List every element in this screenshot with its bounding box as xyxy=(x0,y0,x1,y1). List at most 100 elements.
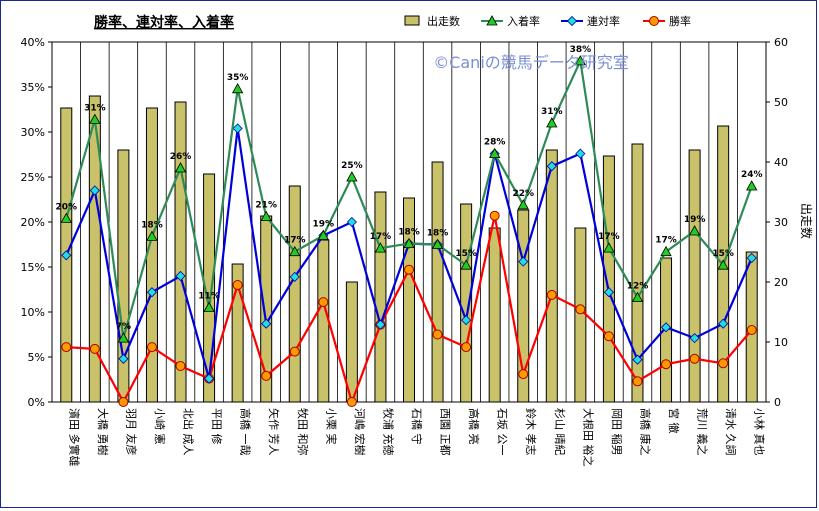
point xyxy=(146,287,158,298)
legend-label: 出走数 xyxy=(427,14,460,28)
point xyxy=(261,318,272,329)
category-label: 杉山 晴紀 xyxy=(553,408,567,456)
category-label: 小崎 憲 xyxy=(153,408,167,445)
point xyxy=(346,171,358,182)
point xyxy=(746,252,757,264)
category-label: 小栗 実 xyxy=(324,408,338,445)
point xyxy=(374,242,387,253)
data-label: 28% xyxy=(484,138,506,148)
bar xyxy=(631,143,644,403)
point xyxy=(232,280,243,290)
category-label: 河嶋 宏樹 xyxy=(353,408,367,456)
point xyxy=(517,199,529,210)
data-label: 26% xyxy=(170,152,192,162)
point xyxy=(89,343,100,354)
bar xyxy=(602,155,615,403)
left-axis-tick-label: 15% xyxy=(21,261,45,274)
point xyxy=(546,161,557,172)
point xyxy=(603,242,615,253)
data-label: 31% xyxy=(541,107,563,117)
point xyxy=(461,315,472,326)
bar xyxy=(117,149,130,403)
category-label: 牧田 和弥 xyxy=(296,408,310,456)
point xyxy=(203,301,215,312)
point xyxy=(146,342,157,353)
category-label: 宮 徹 xyxy=(667,408,681,434)
category-label: 岡田 稲男 xyxy=(610,408,623,456)
bar xyxy=(174,101,187,403)
data-label: 17% xyxy=(655,236,677,246)
point xyxy=(546,289,557,300)
right-axis-tick-label: 40 xyxy=(774,156,788,169)
left-axis-tick-label: 30% xyxy=(21,126,45,139)
point xyxy=(117,332,130,343)
point xyxy=(575,148,586,159)
category-label: 石橋 守 xyxy=(410,408,424,445)
data-label: 15% xyxy=(712,249,734,259)
data-label: 20% xyxy=(56,202,78,212)
point xyxy=(632,354,643,365)
bar xyxy=(374,191,387,403)
point xyxy=(660,322,672,333)
right-axis-tick-label: 30 xyxy=(774,216,788,229)
point xyxy=(61,342,72,353)
left-axis-tick-label: 5% xyxy=(28,351,45,364)
series-入着率 xyxy=(60,55,758,343)
data-label: 31% xyxy=(84,103,106,113)
left-axis-tick-label: 25% xyxy=(21,171,45,184)
category-label: 矢作 芳人 xyxy=(267,408,281,456)
point xyxy=(603,287,614,298)
point xyxy=(631,291,644,303)
category-label: 西園 正都 xyxy=(439,408,452,456)
point xyxy=(231,82,244,94)
category-label: 牧浦 充徳 xyxy=(381,408,395,456)
data-label: 38% xyxy=(570,45,592,55)
point xyxy=(486,15,498,26)
point xyxy=(574,55,587,66)
category-label: 小林 真也 xyxy=(753,408,767,456)
point xyxy=(718,318,729,329)
point xyxy=(518,369,529,380)
point xyxy=(318,297,329,308)
bar xyxy=(545,149,558,403)
category-label: 清水 久詞 xyxy=(724,408,737,456)
bar xyxy=(517,209,530,403)
point xyxy=(461,342,472,353)
point xyxy=(289,271,300,282)
point xyxy=(260,210,272,222)
legend-item: 勝率 xyxy=(643,14,691,28)
category-label: 濱田 多實雄 xyxy=(67,408,81,467)
legend-swatch xyxy=(404,15,420,26)
data-label: 17% xyxy=(598,232,620,242)
point xyxy=(60,212,72,223)
right-axis-tick-label: 0 xyxy=(774,396,781,409)
data-label: 25% xyxy=(341,161,363,171)
point xyxy=(346,397,357,407)
point xyxy=(346,216,357,228)
point xyxy=(232,123,243,134)
point xyxy=(632,376,643,387)
left-axis-tick-label: 40% xyxy=(21,36,45,49)
point xyxy=(403,237,415,249)
watermark-text: ©Caniの競馬データ研究室 xyxy=(433,53,629,72)
category-label: 羽月 友彦 xyxy=(124,408,138,456)
data-label: 15% xyxy=(455,249,477,259)
data-label: 21% xyxy=(255,201,277,211)
data-label: 18% xyxy=(427,229,449,239)
bar xyxy=(431,161,444,403)
category-label: 荒川 義之 xyxy=(696,408,710,456)
point xyxy=(718,358,729,369)
category-label: 大橋 勇樹 xyxy=(96,408,110,456)
category-label: 高橋 康之 xyxy=(638,408,652,456)
point xyxy=(489,147,501,159)
data-label: 18% xyxy=(398,228,420,238)
point xyxy=(404,264,414,275)
point xyxy=(118,397,129,407)
point xyxy=(289,245,301,257)
right-axis-tick-label: 50 xyxy=(774,96,788,109)
category-label: 鈴木 孝志 xyxy=(524,408,538,456)
bar xyxy=(203,173,216,403)
left-axis-tick-label: 0% xyxy=(28,396,45,409)
bar xyxy=(488,227,501,403)
category-label: 高橋 亮 xyxy=(467,408,481,445)
